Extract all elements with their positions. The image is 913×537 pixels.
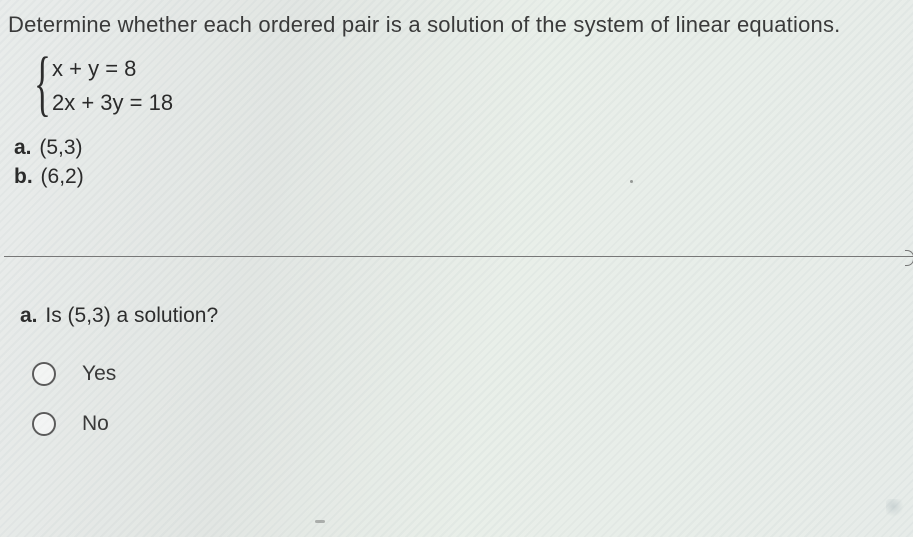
pair-a: a. (5,3) (14, 134, 899, 162)
question-a: a. Is (5,3) a solution? (20, 304, 218, 328)
left-brace-icon: { (34, 46, 51, 119)
question-a-label: a. (20, 304, 38, 327)
radio-icon (32, 412, 56, 436)
eq1-equals: = (105, 56, 124, 81)
instruction-text: Determine whether each ordered pair is a… (8, 12, 899, 38)
option-no[interactable]: No (32, 412, 116, 436)
pair-b: b. (6,2) (14, 163, 899, 191)
eq2-equals: = (130, 90, 149, 115)
question-a-text: Is (5,3) a solution? (45, 304, 218, 327)
eq1-lhs: x + y (52, 56, 99, 81)
radio-icon (32, 362, 56, 386)
pair-b-value: (6,2) (41, 165, 84, 188)
eq2-lhs: 2x + 3y (52, 90, 124, 115)
answer-options: Yes No (32, 362, 116, 462)
equation-1: x + y = 8 (52, 52, 899, 86)
worksheet-page: Determine whether each ordered pair is a… (0, 0, 913, 537)
option-no-label: No (82, 412, 109, 436)
dust-speck-icon (315, 520, 325, 523)
eq2-rhs: 18 (149, 90, 173, 115)
equation-2: 2x + 3y = 18 (52, 86, 899, 120)
equation-system: { x + y = 8 2x + 3y = 18 (52, 52, 899, 120)
pair-b-label: b. (14, 165, 33, 188)
pair-a-value: (5,3) (39, 136, 82, 159)
horizontal-rule (4, 256, 913, 257)
option-yes[interactable]: Yes (32, 362, 116, 386)
dust-speck-icon (630, 180, 633, 183)
pair-a-label: a. (14, 136, 32, 159)
ordered-pairs-list: a. (5,3) b. (6,2) (14, 134, 899, 191)
eq1-rhs: 8 (124, 56, 136, 81)
smudge-icon (886, 499, 904, 517)
option-yes-label: Yes (82, 362, 116, 386)
